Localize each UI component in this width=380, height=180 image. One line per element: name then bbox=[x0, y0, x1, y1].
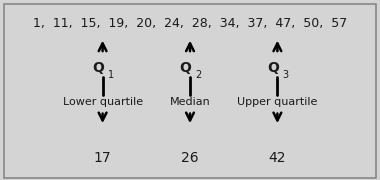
Text: Lower quartile: Lower quartile bbox=[63, 97, 142, 107]
Text: 3: 3 bbox=[283, 70, 289, 80]
Text: Q: Q bbox=[267, 60, 279, 75]
Text: Q: Q bbox=[92, 60, 104, 75]
Text: 42: 42 bbox=[269, 151, 286, 165]
Text: 2: 2 bbox=[195, 70, 201, 80]
Text: Median: Median bbox=[169, 97, 211, 107]
Text: 1,  11,  15,  19,  20,  24,  28,  34,  37,  47,  50,  57: 1, 11, 15, 19, 20, 24, 28, 34, 37, 47, 5… bbox=[33, 17, 347, 30]
Text: Upper quartile: Upper quartile bbox=[237, 97, 318, 107]
Text: 1: 1 bbox=[108, 70, 114, 80]
Text: 26: 26 bbox=[181, 151, 199, 165]
Text: Q: Q bbox=[179, 60, 192, 75]
FancyBboxPatch shape bbox=[4, 4, 376, 178]
Text: 17: 17 bbox=[94, 151, 111, 165]
